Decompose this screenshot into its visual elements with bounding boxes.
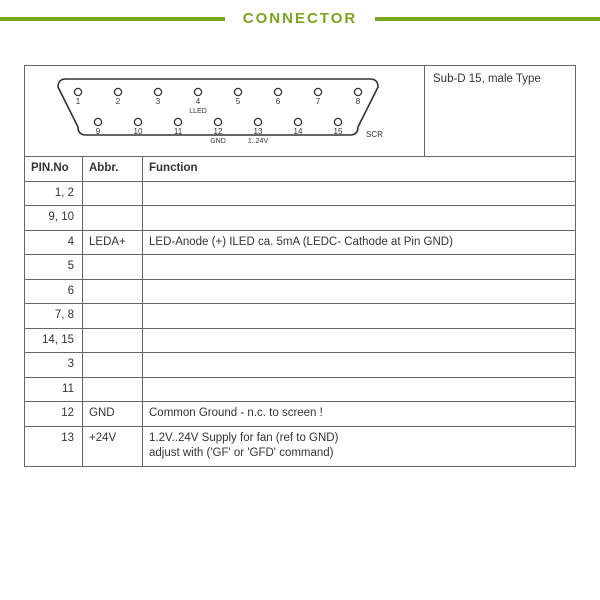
cell-pin: 11 — [25, 377, 83, 402]
pin-circle — [234, 88, 241, 95]
pin-circle — [114, 88, 121, 95]
cell-func — [143, 206, 576, 231]
pin-number: 7 — [315, 97, 320, 106]
pin-number: 12 — [213, 127, 222, 136]
pin-circle — [274, 88, 281, 95]
pin-number: 15 — [333, 127, 342, 136]
table-row: 1, 2 — [25, 181, 576, 206]
pin-number: 1 — [75, 97, 80, 106]
pin-circle — [334, 118, 341, 125]
cell-func — [143, 353, 576, 378]
content-area: 1234LLED56789101112GND131..24V1415SCR Su… — [0, 35, 600, 467]
cell-abbr — [83, 353, 143, 378]
cell-pin: 3 — [25, 353, 83, 378]
table-row: 4LEDA+LED-Anode (+) ILED ca. 5mA (LEDC- … — [25, 230, 576, 255]
table-header-row: PIN.No Abbr. Function — [25, 157, 576, 182]
col-header-pin: PIN.No — [25, 157, 83, 182]
table-row: 12GNDCommon Ground - n.c. to screen ! — [25, 402, 576, 427]
table-row: 9, 10 — [25, 206, 576, 231]
pin-circle — [214, 118, 221, 125]
pin-label: 1..24V — [247, 138, 268, 145]
pin-circle — [294, 118, 301, 125]
pin-circle — [154, 88, 161, 95]
header-bar-right — [375, 17, 600, 21]
cell-func: Common Ground - n.c. to screen ! — [143, 402, 576, 427]
pin-number: 4 — [195, 97, 200, 106]
cell-pin: 4 — [25, 230, 83, 255]
pin-label: GND — [210, 138, 226, 145]
cell-func — [143, 304, 576, 329]
pin-circle — [254, 118, 261, 125]
pin-label: LLED — [189, 108, 207, 115]
pin-circle — [94, 118, 101, 125]
connector-diagram-cell: 1234LLED56789101112GND131..24V1415SCR — [25, 66, 425, 156]
pin-number: 14 — [293, 127, 302, 136]
table-row: 13+24V1.2V..24V Supply for fan (ref to G… — [25, 426, 576, 466]
cell-func: 1.2V..24V Supply for fan (ref to GND) ad… — [143, 426, 576, 466]
table-row: 11 — [25, 377, 576, 402]
pin-circle — [354, 88, 361, 95]
pin-circle — [314, 88, 321, 95]
cell-abbr: GND — [83, 402, 143, 427]
pin-number: 9 — [95, 127, 100, 136]
cell-pin: 14, 15 — [25, 328, 83, 353]
pin-circle — [74, 88, 81, 95]
cell-abbr: LEDA+ — [83, 230, 143, 255]
table-row: 5 — [25, 255, 576, 280]
pin-number: 6 — [275, 97, 280, 106]
pin-number: 5 — [235, 97, 240, 106]
pin-circle — [174, 118, 181, 125]
cell-func — [143, 328, 576, 353]
pin-number: 2 — [115, 97, 120, 106]
cell-abbr — [83, 328, 143, 353]
connector-diagram: 1234LLED56789101112GND131..24V1415SCR — [40, 74, 410, 152]
cell-abbr — [83, 181, 143, 206]
cell-abbr: +24V — [83, 426, 143, 466]
cell-pin: 12 — [25, 402, 83, 427]
pin-circle — [194, 88, 201, 95]
pin-number: 13 — [253, 127, 262, 136]
cell-pin: 7, 8 — [25, 304, 83, 329]
cell-pin: 13 — [25, 426, 83, 466]
cell-pin: 9, 10 — [25, 206, 83, 231]
table-row: 14, 15 — [25, 328, 576, 353]
col-header-abbr: Abbr. — [83, 157, 143, 182]
cell-abbr — [83, 279, 143, 304]
connector-type-label: Sub-D 15, male Type — [425, 66, 575, 156]
table-row: 3 — [25, 353, 576, 378]
pin-table: PIN.No Abbr. Function 1, 29, 104LEDA+LED… — [24, 156, 576, 467]
cell-func — [143, 377, 576, 402]
scr-label: SCR — [366, 130, 383, 139]
cell-abbr — [83, 377, 143, 402]
cell-func: LED-Anode (+) ILED ca. 5mA (LEDC- Cathod… — [143, 230, 576, 255]
cell-abbr — [83, 206, 143, 231]
pin-circle — [134, 118, 141, 125]
cell-func — [143, 279, 576, 304]
cell-func — [143, 255, 576, 280]
pin-table-body: 1, 29, 104LEDA+LED-Anode (+) ILED ca. 5m… — [25, 181, 576, 466]
pin-number: 8 — [355, 97, 360, 106]
table-row: 7, 8 — [25, 304, 576, 329]
cell-abbr — [83, 304, 143, 329]
cell-func — [143, 181, 576, 206]
pin-number: 3 — [155, 97, 160, 106]
pin-number: 10 — [133, 127, 142, 136]
cell-abbr — [83, 255, 143, 280]
section-title: CONNECTOR — [225, 10, 375, 27]
section-header: CONNECTOR — [0, 0, 600, 35]
cell-pin: 5 — [25, 255, 83, 280]
connector-row: 1234LLED56789101112GND131..24V1415SCR Su… — [24, 65, 576, 156]
col-header-func: Function — [143, 157, 576, 182]
table-row: 6 — [25, 279, 576, 304]
header-bar-left — [0, 17, 225, 21]
pin-number: 11 — [173, 127, 182, 136]
cell-pin: 6 — [25, 279, 83, 304]
cell-pin: 1, 2 — [25, 181, 83, 206]
